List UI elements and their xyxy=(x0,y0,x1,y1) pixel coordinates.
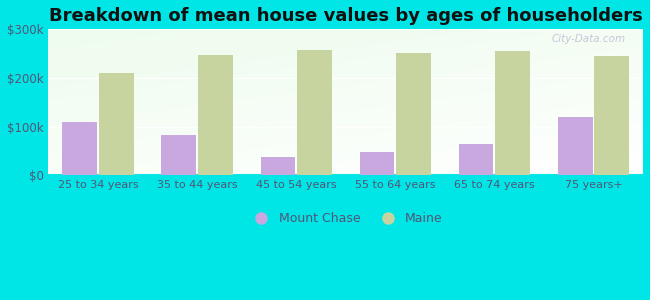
Title: Breakdown of mean house values by ages of householders: Breakdown of mean house values by ages o… xyxy=(49,7,643,25)
Bar xyxy=(198,55,233,175)
Bar xyxy=(161,135,196,175)
Bar xyxy=(261,157,295,175)
Bar xyxy=(359,152,395,175)
Bar xyxy=(297,50,332,175)
Bar xyxy=(495,51,530,175)
Bar xyxy=(595,56,629,175)
Bar xyxy=(62,122,97,175)
Legend: Mount Chase, Maine: Mount Chase, Maine xyxy=(244,207,448,230)
Text: City-Data.com: City-Data.com xyxy=(551,34,625,44)
Bar xyxy=(396,52,431,175)
Bar xyxy=(558,117,593,175)
Bar xyxy=(99,73,134,175)
Bar xyxy=(459,144,493,175)
